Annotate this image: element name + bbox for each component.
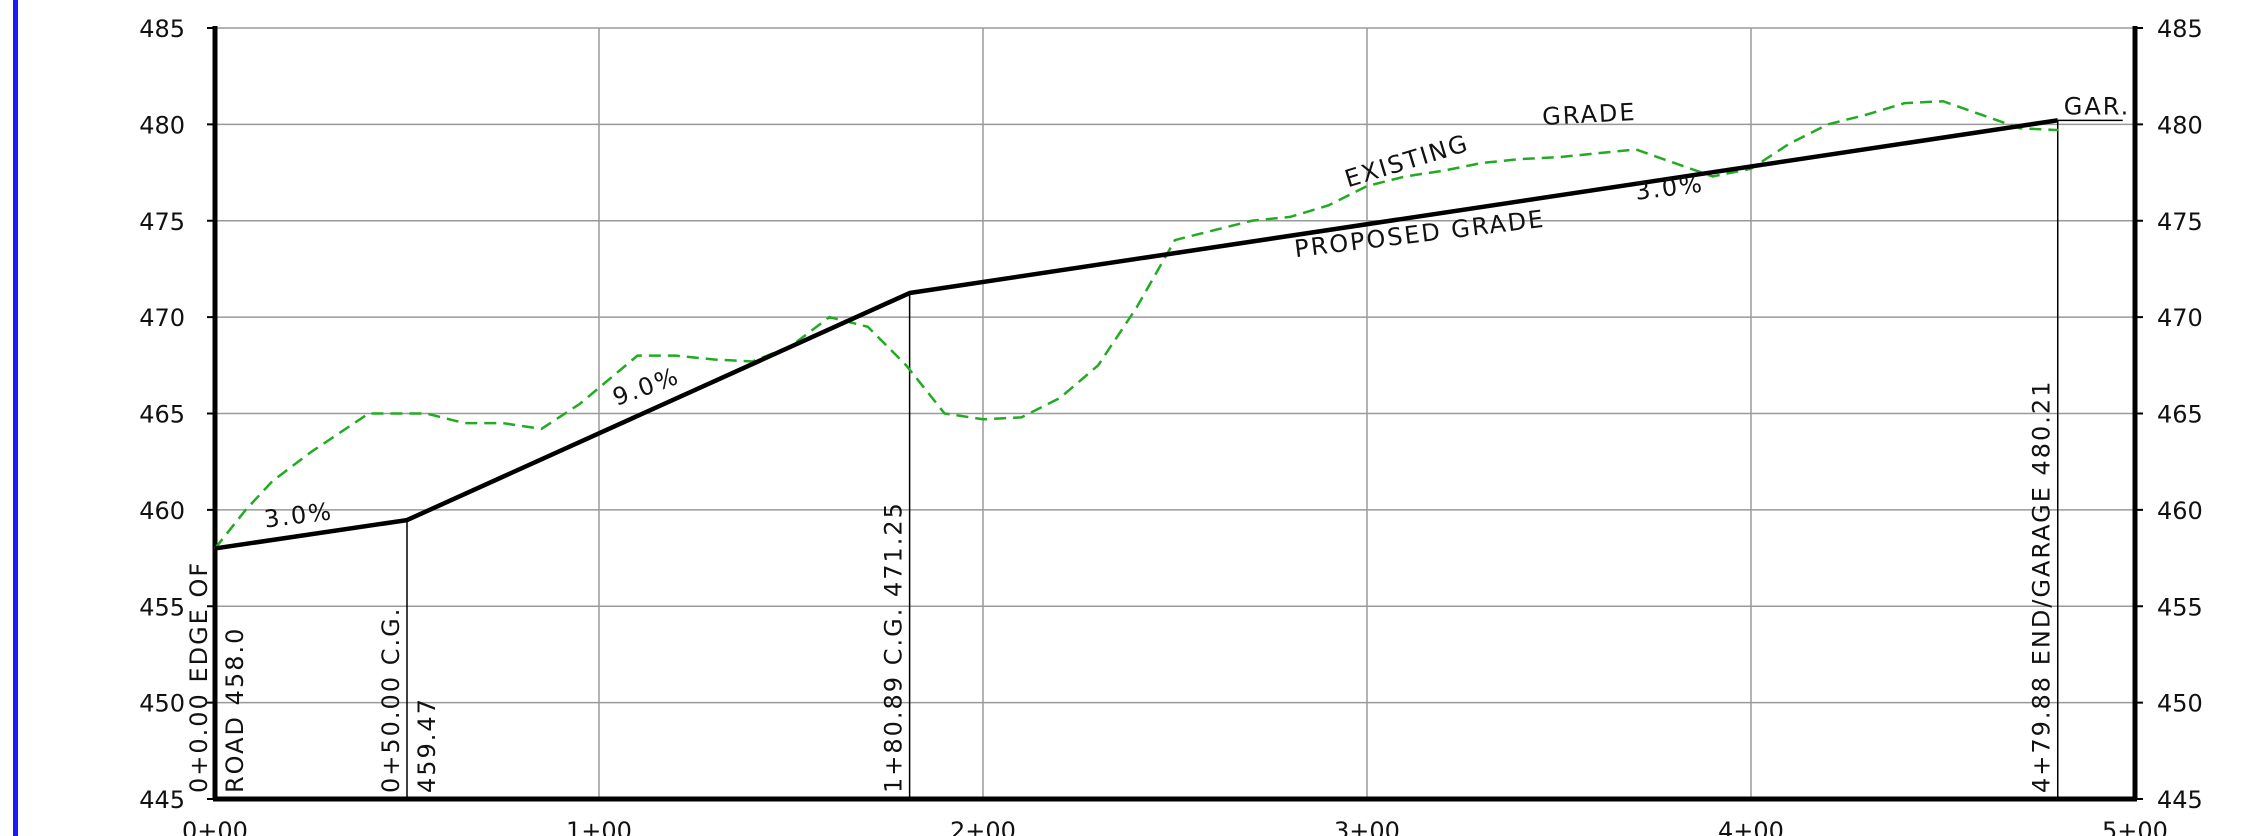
slope-label: 3.0%: [1633, 170, 1705, 206]
y-tick-label-left: 470: [139, 304, 185, 332]
y-tick-label-right: 445: [2157, 786, 2203, 814]
station-label: ROAD 458.0: [221, 627, 249, 793]
station-label: 0+50.00 C.G.: [377, 607, 405, 793]
existing-label-1: EXISTING: [1341, 129, 1472, 193]
slope-label: 3.0%: [263, 497, 335, 533]
left-accent-bar: [13, 0, 18, 836]
station-label: 4+79.88 END/GARAGE 480.21: [2028, 380, 2056, 793]
x-axis: 0+00 1+00 2+00 3+00 4+00 5+00: [182, 817, 2168, 836]
y-tick-label-right: 470: [2157, 304, 2203, 332]
y-tick-label-right: 450: [2157, 690, 2203, 718]
proposed-grade-line: [214, 118, 2059, 551]
y-tick-label-left: 465: [139, 401, 185, 429]
y-tick-label-left: 480: [139, 111, 185, 139]
y-tick-label-right: 475: [2157, 208, 2203, 236]
x-tick-label: 5+00: [2102, 817, 2168, 836]
y-tick-label-left: 455: [139, 593, 185, 621]
x-tick-label: 4+00: [1718, 817, 1784, 836]
y-tick-label-right: 465: [2157, 401, 2203, 429]
y-tick-label-right: 460: [2157, 497, 2203, 525]
plot-frame: [212, 26, 2138, 802]
y-tick-label-left: 475: [139, 208, 185, 236]
series-group: [214, 99, 2059, 551]
y-tick-label-left: 485: [139, 15, 185, 43]
x-tick-label: 2+00: [950, 817, 1016, 836]
x-tick-label: 0+00: [182, 817, 248, 836]
station-lines: 0+0.00 EDGE OF ROAD 458.0 0+50.00 C.G. 459.…: [185, 120, 2059, 799]
y-tick-label-right: 455: [2157, 593, 2203, 621]
existing-label-2: GRADE: [1541, 98, 1637, 131]
x-tick-label: 1+00: [566, 817, 632, 836]
x-tick-label: 3+00: [1334, 817, 1400, 836]
proposed-label: PROPOSED GRADE: [1293, 205, 1547, 264]
y-tick-label-right: 485: [2157, 15, 2203, 43]
station-label: 0+0.00 EDGE OF: [185, 561, 213, 793]
y-tick-label-left: 450: [139, 690, 185, 718]
grid: [214, 27, 2136, 800]
y-tick-label-left: 445: [139, 786, 185, 814]
station-label: 459.47: [413, 697, 441, 793]
existing-grade-line: [214, 99, 2059, 550]
y-tick-label-right: 480: [2157, 111, 2203, 139]
gar-label: GAR.: [2064, 92, 2130, 120]
y-axis-right: 445 450 455 460 465 470 475 480 485: [2135, 15, 2203, 814]
y-tick-label-left: 460: [139, 497, 185, 525]
y-axis-left: 445 450 455 460 465 470 475 480 485: [139, 15, 215, 814]
station-label: 1+80.89 C.G. 471.25: [880, 501, 908, 793]
